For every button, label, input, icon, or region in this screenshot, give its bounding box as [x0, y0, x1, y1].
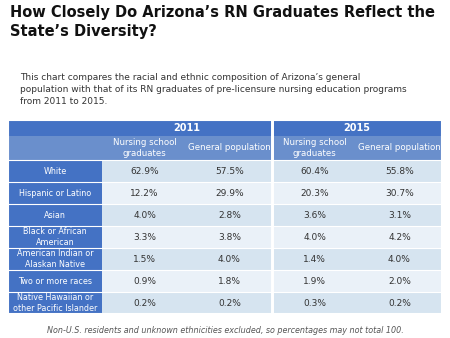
- FancyBboxPatch shape: [357, 160, 442, 182]
- Text: 1.9%: 1.9%: [303, 276, 326, 286]
- FancyBboxPatch shape: [272, 160, 357, 182]
- Text: 4.2%: 4.2%: [388, 233, 411, 241]
- Text: 3.3%: 3.3%: [133, 233, 156, 241]
- Text: 4.0%: 4.0%: [388, 255, 411, 264]
- Text: Non-U.S. residents and unknown ethnicities excluded, so percentages may not tota: Non-U.S. residents and unknown ethniciti…: [47, 326, 403, 335]
- Text: 55.8%: 55.8%: [385, 167, 414, 175]
- Text: 3.1%: 3.1%: [388, 211, 411, 219]
- FancyBboxPatch shape: [102, 182, 187, 204]
- Text: 60.4%: 60.4%: [300, 167, 329, 175]
- Text: 0.3%: 0.3%: [303, 298, 326, 308]
- FancyBboxPatch shape: [272, 248, 357, 270]
- Text: Hispanic or Latino: Hispanic or Latino: [19, 189, 91, 197]
- FancyBboxPatch shape: [102, 204, 187, 226]
- FancyBboxPatch shape: [187, 160, 272, 182]
- Text: 12.2%: 12.2%: [130, 189, 159, 197]
- Text: 0.9%: 0.9%: [133, 276, 156, 286]
- Text: 0.2%: 0.2%: [218, 298, 241, 308]
- Text: 20.3%: 20.3%: [300, 189, 329, 197]
- FancyBboxPatch shape: [187, 270, 272, 292]
- FancyBboxPatch shape: [272, 120, 442, 136]
- Text: 4.0%: 4.0%: [303, 233, 326, 241]
- FancyBboxPatch shape: [102, 136, 187, 160]
- Text: 4.0%: 4.0%: [218, 255, 241, 264]
- Text: 62.9%: 62.9%: [130, 167, 159, 175]
- Text: 4.0%: 4.0%: [133, 211, 156, 219]
- Text: 30.7%: 30.7%: [385, 189, 414, 197]
- FancyBboxPatch shape: [8, 182, 102, 204]
- Text: Black or African
American: Black or African American: [23, 227, 87, 247]
- Text: 1.8%: 1.8%: [218, 276, 241, 286]
- FancyBboxPatch shape: [8, 270, 102, 292]
- FancyBboxPatch shape: [357, 270, 442, 292]
- FancyBboxPatch shape: [272, 226, 357, 248]
- FancyBboxPatch shape: [357, 136, 442, 160]
- Text: 2.8%: 2.8%: [218, 211, 241, 219]
- Text: 2015: 2015: [343, 123, 370, 133]
- FancyBboxPatch shape: [8, 204, 102, 226]
- FancyBboxPatch shape: [8, 160, 102, 182]
- Text: 3.8%: 3.8%: [218, 233, 241, 241]
- FancyBboxPatch shape: [8, 226, 102, 248]
- Text: How Closely Do Arizona’s RN Graduates Reflect the
State’s Diversity?: How Closely Do Arizona’s RN Graduates Re…: [10, 5, 435, 39]
- Text: 57.5%: 57.5%: [215, 167, 244, 175]
- FancyBboxPatch shape: [187, 136, 272, 160]
- Text: White: White: [43, 167, 67, 175]
- Text: 1.4%: 1.4%: [303, 255, 326, 264]
- FancyBboxPatch shape: [272, 136, 357, 160]
- FancyBboxPatch shape: [102, 270, 187, 292]
- Text: Nursing school
graduates: Nursing school graduates: [112, 138, 176, 158]
- Text: Nursing school
graduates: Nursing school graduates: [283, 138, 346, 158]
- FancyBboxPatch shape: [187, 204, 272, 226]
- FancyBboxPatch shape: [272, 204, 357, 226]
- Text: 0.2%: 0.2%: [133, 298, 156, 308]
- FancyBboxPatch shape: [357, 226, 442, 248]
- FancyBboxPatch shape: [187, 248, 272, 270]
- FancyBboxPatch shape: [102, 120, 272, 136]
- FancyBboxPatch shape: [102, 226, 187, 248]
- FancyBboxPatch shape: [187, 226, 272, 248]
- FancyBboxPatch shape: [187, 292, 272, 314]
- FancyBboxPatch shape: [102, 248, 187, 270]
- Text: This chart compares the racial and ethnic composition of Arizona’s general
popul: This chart compares the racial and ethni…: [20, 73, 407, 106]
- Text: 29.9%: 29.9%: [215, 189, 244, 197]
- Text: American Indian or
Alaskan Native: American Indian or Alaskan Native: [17, 249, 93, 269]
- Text: General population: General population: [188, 144, 271, 152]
- Text: 0.2%: 0.2%: [388, 298, 411, 308]
- FancyBboxPatch shape: [102, 292, 187, 314]
- FancyBboxPatch shape: [187, 182, 272, 204]
- FancyBboxPatch shape: [357, 292, 442, 314]
- FancyBboxPatch shape: [357, 204, 442, 226]
- FancyBboxPatch shape: [357, 182, 442, 204]
- Text: Two or more races: Two or more races: [18, 276, 92, 286]
- FancyBboxPatch shape: [8, 248, 102, 270]
- Text: Native Hawaiian or
other Pacific Islander: Native Hawaiian or other Pacific Islande…: [13, 293, 97, 313]
- FancyBboxPatch shape: [272, 182, 357, 204]
- Text: 2.0%: 2.0%: [388, 276, 411, 286]
- FancyBboxPatch shape: [102, 160, 187, 182]
- Text: 3.6%: 3.6%: [303, 211, 326, 219]
- Text: Asian: Asian: [44, 211, 66, 219]
- Text: General population: General population: [358, 144, 441, 152]
- FancyBboxPatch shape: [8, 136, 102, 160]
- Text: 1.5%: 1.5%: [133, 255, 156, 264]
- FancyBboxPatch shape: [272, 292, 357, 314]
- FancyBboxPatch shape: [272, 270, 357, 292]
- Text: 2011: 2011: [174, 123, 201, 133]
- FancyBboxPatch shape: [357, 248, 442, 270]
- FancyBboxPatch shape: [8, 292, 102, 314]
- FancyBboxPatch shape: [8, 120, 102, 136]
